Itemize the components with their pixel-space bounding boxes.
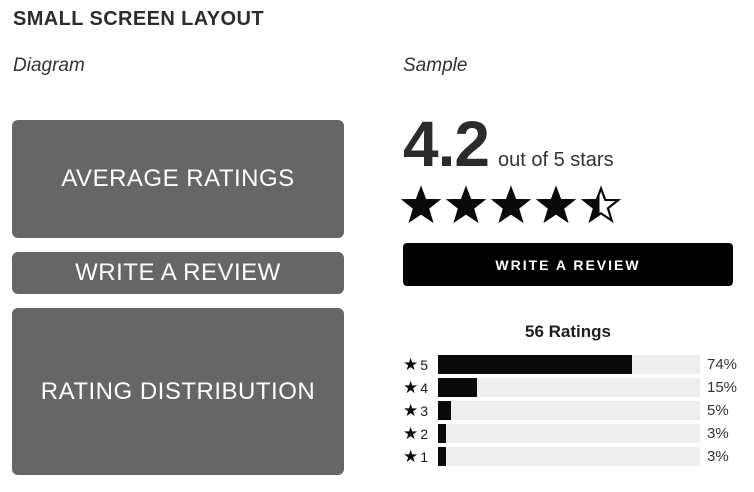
star-full-icon (535, 184, 577, 223)
ratings-count: 56 Ratings (525, 322, 611, 341)
star-level: 5 (420, 356, 429, 373)
rating-percent: 5% (707, 402, 729, 419)
rating-bar-track (438, 378, 700, 397)
sample-section-label: Sample (403, 55, 468, 76)
star-full-icon (445, 184, 487, 223)
rating-percent: 74% (707, 356, 738, 373)
star-partial-icon (580, 184, 622, 223)
rating-distribution-row: ★ 5 74% (403, 355, 738, 374)
rating-row-label: ★ 1 (403, 447, 438, 466)
rating-row-label: ★ 3 (403, 401, 438, 420)
rating-bar-fill (438, 355, 632, 374)
diagram-box-label: WRITE A REVIEW (75, 259, 281, 286)
page-title: SMALL SCREEN LAYOUT (13, 8, 264, 30)
rating-percent: 15% (707, 379, 738, 396)
average-rating: 4.2 out of 5 stars (403, 112, 733, 176)
rating-bar-track (438, 401, 700, 420)
diagram-section-label: Diagram (13, 55, 85, 76)
rating-row-label: ★ 5 (403, 355, 438, 374)
star-icon: ★ (403, 401, 419, 420)
star-full-icon (400, 184, 442, 223)
write-review-button[interactable]: WRITE A REVIEW (403, 243, 733, 286)
rating-bar-track (438, 424, 700, 443)
rating-bar-fill (438, 401, 452, 420)
star-icon: ★ (403, 355, 419, 374)
diagram-box-write-a-review: WRITE A REVIEW (12, 252, 344, 294)
average-rating-suffix: out of 5 stars (497, 149, 614, 171)
star-full-icon (490, 184, 532, 223)
diagram-box-average-ratings: AVERAGE RATINGS (12, 120, 344, 238)
diagram-box-label: RATING DISTRIBUTION (40, 377, 316, 405)
star-icon: ★ (403, 424, 419, 443)
rating-distribution: ★ 5 74% ★ 4 15% ★ 3 (403, 355, 738, 470)
star-level: 3 (420, 402, 429, 419)
average-rating-score: 4.2 (403, 108, 490, 180)
star-icon: ★ (403, 378, 419, 397)
rating-percent: 3% (707, 448, 729, 465)
rating-bar-fill (438, 378, 478, 397)
rating-bar-fill (438, 447, 446, 466)
rating-distribution-row: ★ 3 5% (403, 401, 733, 420)
star-level: 4 (420, 379, 429, 396)
diagram-box-label: AVERAGE RATINGS (61, 165, 295, 192)
rating-distribution-row: ★ 4 15% (403, 378, 738, 397)
diagram-box-rating-distribution: RATING DISTRIBUTION (12, 308, 344, 475)
rating-bar-track (438, 355, 700, 374)
star-level: 2 (420, 425, 429, 442)
rating-percent: 3% (707, 425, 729, 442)
rating-distribution-row: ★ 2 3% (403, 424, 733, 443)
star-rating-display (400, 181, 622, 227)
rating-distribution-row: ★ 1 3% (403, 447, 733, 466)
rating-bar-fill (438, 424, 446, 443)
rating-row-label: ★ 2 (403, 424, 438, 443)
rating-bar-track (438, 447, 700, 466)
star-level: 1 (420, 448, 429, 465)
rating-row-label: ★ 4 (403, 378, 438, 397)
star-icon: ★ (403, 447, 419, 466)
